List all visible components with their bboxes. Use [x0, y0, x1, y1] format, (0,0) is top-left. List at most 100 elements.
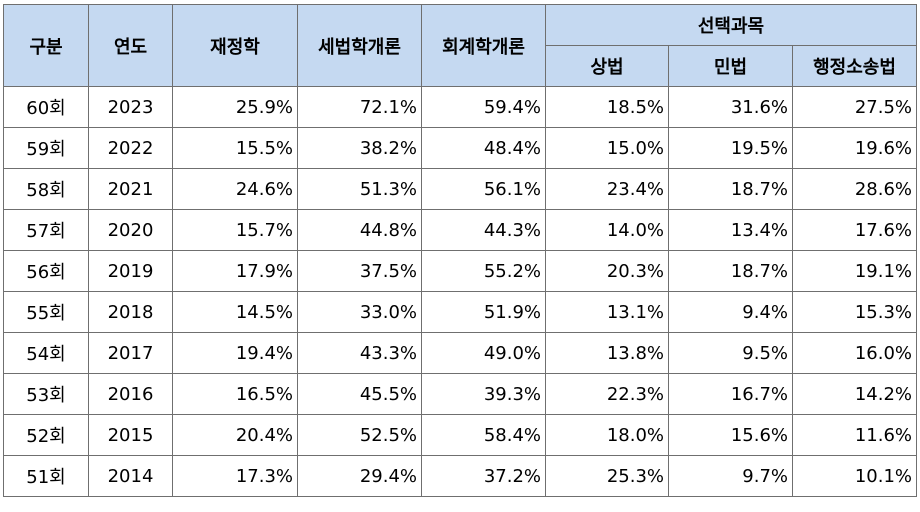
- cell-session: 60회: [3, 86, 89, 128]
- header-year: 연도: [88, 4, 173, 87]
- header-gubun: 구분: [3, 4, 89, 87]
- cell-accounting: 56.1%: [421, 168, 546, 210]
- cell-commercial-law: 13.1%: [545, 291, 669, 333]
- cell-year: 2022: [88, 127, 173, 169]
- cell-civil-law: 19.5%: [668, 127, 793, 169]
- header-row-sub: 상법 민법 행정소송법: [4, 45, 918, 87]
- table-row: 52회 2015 20.4% 52.5% 58.4% 18.0% 15.6% 11.6%: [3, 414, 918, 456]
- cell-session: 56회: [3, 250, 89, 292]
- table-row: 54회 2017 19.4% 43.3% 49.0% 13.8% 9.5% 16.0%: [3, 332, 918, 374]
- table-row: 51회 2014 17.3% 29.4% 37.2% 25.3% 9.7% 10.1%: [3, 455, 918, 497]
- cell-civil-law: 18.7%: [668, 250, 793, 292]
- cell-admin-litigation: 28.6%: [791, 168, 918, 210]
- table-row: 60회 2023 25.9% 72.1% 59.4% 18.5% 31.6% 27.5%: [3, 86, 918, 128]
- pass-rate-table: 구분 연도 재정학 세법학개론 회계학개론 선택과목 상법 민법 행정소송법 6…: [3, 4, 918, 497]
- cell-finance: 20.4%: [172, 414, 298, 456]
- header-finance: 재정학: [172, 4, 298, 87]
- cell-finance: 16.5%: [172, 373, 298, 415]
- cell-year: 2021: [88, 168, 173, 210]
- cell-admin-litigation: 17.6%: [791, 209, 918, 251]
- cell-commercial-law: 18.0%: [545, 414, 669, 456]
- cell-finance: 19.4%: [172, 332, 298, 374]
- cell-admin-litigation: 19.6%: [791, 127, 918, 169]
- cell-year: 2019: [88, 250, 173, 292]
- table-row: 53회 2016 16.5% 45.5% 39.3% 22.3% 16.7% 14.2%: [3, 373, 918, 415]
- cell-commercial-law: 15.0%: [545, 127, 669, 169]
- cell-tax-law: 52.5%: [297, 414, 422, 456]
- cell-commercial-law: 14.0%: [545, 209, 669, 251]
- header-admin-litigation: 행정소송법: [791, 45, 918, 87]
- cell-session: 57회: [3, 209, 89, 251]
- cell-commercial-law: 23.4%: [545, 168, 669, 210]
- cell-commercial-law: 22.3%: [545, 373, 669, 415]
- cell-admin-litigation: 15.3%: [791, 291, 918, 333]
- cell-commercial-law: 20.3%: [545, 250, 669, 292]
- header-accounting: 회계학개론: [421, 4, 546, 87]
- cell-tax-law: 45.5%: [297, 373, 422, 415]
- cell-year: 2015: [88, 414, 173, 456]
- cell-session: 58회: [3, 168, 89, 210]
- cell-admin-litigation: 16.0%: [791, 332, 918, 374]
- cell-accounting: 48.4%: [421, 127, 546, 169]
- cell-tax-law: 72.1%: [297, 86, 422, 128]
- cell-accounting: 55.2%: [421, 250, 546, 292]
- cell-session: 52회: [3, 414, 89, 456]
- cell-accounting: 59.4%: [421, 86, 546, 128]
- cell-tax-law: 37.5%: [297, 250, 422, 292]
- table-row: 57회 2020 15.7% 44.8% 44.3% 14.0% 13.4% 17.6%: [3, 209, 918, 251]
- cell-year: 2016: [88, 373, 173, 415]
- cell-accounting: 39.3%: [421, 373, 546, 415]
- cell-finance: 14.5%: [172, 291, 298, 333]
- cell-session: 54회: [3, 332, 89, 374]
- cell-session: 59회: [3, 127, 89, 169]
- cell-accounting: 51.9%: [421, 291, 546, 333]
- cell-civil-law: 9.7%: [668, 455, 793, 497]
- cell-admin-litigation: 10.1%: [791, 455, 918, 497]
- cell-finance: 17.3%: [172, 455, 298, 497]
- cell-civil-law: 13.4%: [668, 209, 793, 251]
- table-row: 59회 2022 15.5% 38.2% 48.4% 15.0% 19.5% 19.6%: [3, 127, 918, 169]
- cell-session: 55회: [3, 291, 89, 333]
- cell-tax-law: 38.2%: [297, 127, 422, 169]
- cell-admin-litigation: 14.2%: [791, 373, 918, 415]
- header-commercial-law: 상법: [545, 45, 669, 87]
- cell-civil-law: 31.6%: [668, 86, 793, 128]
- cell-civil-law: 15.6%: [668, 414, 793, 456]
- cell-civil-law: 16.7%: [668, 373, 793, 415]
- cell-accounting: 58.4%: [421, 414, 546, 456]
- cell-tax-law: 29.4%: [297, 455, 422, 497]
- cell-session: 53회: [3, 373, 89, 415]
- cell-finance: 15.5%: [172, 127, 298, 169]
- cell-year: 2017: [88, 332, 173, 374]
- header-elective-group: 선택과목: [544, 4, 918, 46]
- cell-civil-law: 9.5%: [668, 332, 793, 374]
- cell-finance: 25.9%: [172, 86, 298, 128]
- cell-civil-law: 9.4%: [668, 291, 793, 333]
- cell-commercial-law: 25.3%: [545, 455, 669, 497]
- cell-year: 2020: [88, 209, 173, 251]
- table-body: 60회 2023 25.9% 72.1% 59.4% 18.5% 31.6% 27.5% 59회…: [3, 86, 918, 497]
- cell-session: 51회: [3, 455, 89, 497]
- cell-year: 2018: [88, 291, 173, 333]
- cell-finance: 17.9%: [172, 250, 298, 292]
- cell-finance: 15.7%: [172, 209, 298, 251]
- cell-finance: 24.6%: [172, 168, 298, 210]
- cell-tax-law: 43.3%: [297, 332, 422, 374]
- cell-year: 2023: [88, 86, 173, 128]
- table-row: 56회 2019 17.9% 37.5% 55.2% 20.3% 18.7% 19.1%: [3, 250, 918, 292]
- table-row: 55회 2018 14.5% 33.0% 51.9% 13.1% 9.4% 15.3%: [3, 291, 918, 333]
- table-row: 58회 2021 24.6% 51.3% 56.1% 23.4% 18.7% 28.6%: [3, 168, 918, 210]
- cell-commercial-law: 13.8%: [545, 332, 669, 374]
- header-civil-law: 민법: [668, 45, 793, 87]
- header-row-top: 구분 연도 재정학 세법학개론 회계학개론 선택과목: [3, 4, 918, 87]
- header-tax-law: 세법학개론: [297, 4, 422, 87]
- cell-year: 2014: [88, 455, 173, 497]
- cell-tax-law: 33.0%: [297, 291, 422, 333]
- cell-commercial-law: 18.5%: [545, 86, 669, 128]
- cell-admin-litigation: 19.1%: [791, 250, 918, 292]
- cell-admin-litigation: 11.6%: [791, 414, 918, 456]
- cell-admin-litigation: 27.5%: [791, 86, 918, 128]
- cell-tax-law: 44.8%: [297, 209, 422, 251]
- cell-tax-law: 51.3%: [297, 168, 422, 210]
- cell-civil-law: 18.7%: [668, 168, 793, 210]
